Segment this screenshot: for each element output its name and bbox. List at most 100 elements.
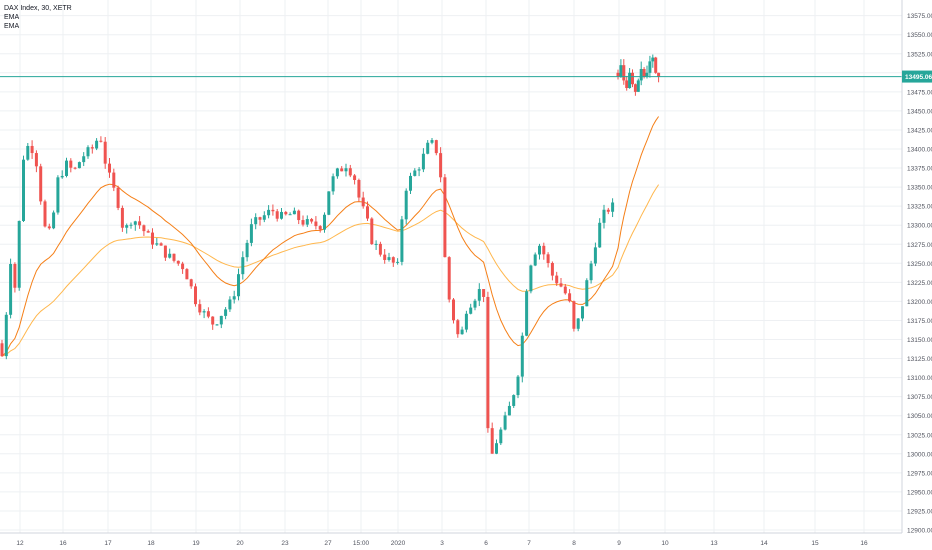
candle-body (189, 279, 193, 287)
candle-body (43, 201, 47, 227)
candle-body (327, 191, 331, 215)
time-tick-label: 15 (811, 540, 819, 547)
candle-body (387, 257, 391, 260)
candle-body (512, 395, 516, 406)
candle-body (593, 247, 597, 264)
candle-body (550, 262, 554, 276)
candle-body (108, 163, 111, 173)
legend-ema-1[interactable]: EMA (4, 14, 20, 21)
candle-body (185, 269, 189, 280)
price-tick-label: 12900.00 (907, 528, 932, 535)
price-tick-label: 13375.00 (907, 166, 932, 173)
price-tick-label: 13150.00 (907, 337, 932, 344)
candle-body (434, 140, 438, 154)
candle-body (116, 187, 120, 208)
candle-body (262, 215, 266, 220)
candle-body (47, 226, 51, 229)
candle-body (228, 299, 232, 310)
candle-body (348, 168, 352, 176)
time-tick-label: 6 (484, 540, 488, 547)
time-tick-label: 14 (760, 540, 768, 547)
time-tick-label: 12 (16, 540, 24, 547)
price-axis[interactable]: 13575.0013550.0013525.0013500.0013475.00… (901, 0, 932, 535)
candle-body (628, 72, 632, 89)
legend-ema-2[interactable]: EMA (4, 23, 20, 30)
candle-body (155, 243, 159, 245)
candle-body (219, 315, 223, 325)
candle-body (258, 217, 262, 220)
candle-body (176, 260, 180, 264)
candle-body (146, 231, 150, 233)
candle-body (13, 263, 17, 288)
candle-body (452, 299, 455, 321)
candle-body (585, 280, 589, 307)
candle-body (417, 169, 421, 171)
price-tick-label: 13325.00 (907, 204, 932, 211)
time-tick-label: 18 (147, 540, 155, 547)
candle-body (503, 415, 507, 430)
candle-body (151, 232, 154, 245)
candle-body (314, 221, 318, 227)
candle-body (598, 222, 602, 248)
candle-body (138, 221, 142, 226)
candle-body (572, 301, 576, 329)
candle-body (542, 245, 546, 255)
candle-body (125, 225, 129, 228)
candle-body (297, 210, 301, 221)
candle-body (421, 153, 425, 170)
time-tick-label: 7 (527, 540, 531, 547)
candle-body (426, 142, 430, 154)
candle-body (241, 257, 245, 275)
candle-body (292, 210, 296, 215)
price-tick-label: 13200.00 (907, 299, 932, 306)
candle-body (413, 170, 417, 176)
candle-body (499, 429, 503, 444)
candle-body (224, 309, 228, 316)
price-tick-label: 13250.00 (907, 261, 932, 268)
candle-body (310, 219, 314, 222)
time-tick-label: 23 (281, 540, 289, 547)
legend-symbol[interactable]: DAX Index, 30, XETR (4, 5, 72, 12)
time-tick-label: 2020 (391, 540, 406, 547)
candle-body (254, 217, 258, 225)
candle-body (529, 265, 533, 292)
candle-body (335, 168, 339, 177)
candle-body (396, 261, 400, 263)
price-tick-label: 12950.00 (907, 489, 932, 496)
candle-body (611, 202, 615, 212)
candle-body (383, 254, 387, 260)
ema-slow-series (1, 184, 660, 357)
candle-body (606, 209, 610, 212)
time-tick-label: 13 (710, 540, 718, 547)
time-tick-label: 16 (860, 540, 868, 547)
price-tick-label: 13300.00 (907, 223, 932, 230)
last-price-value: 13495.06 (905, 74, 932, 81)
price-tick-label: 13100.00 (907, 375, 932, 382)
candle-body (194, 286, 197, 305)
candle-body (378, 243, 382, 255)
time-axis[interactable]: 12 16 17 18 19 20 23 27 15:00 2020 3 6 7 8 9 10 13 14 15 16 (0, 532, 902, 547)
candle-body (181, 263, 185, 270)
time-tick-label: 27 (324, 540, 332, 547)
price-tick-label: 13025.00 (907, 432, 932, 439)
candle-body (651, 57, 655, 62)
candle-body (305, 219, 309, 225)
price-tick-label: 13350.00 (907, 185, 932, 192)
candle-body (163, 245, 167, 258)
last-price-label: 13495.06 (902, 70, 932, 83)
legend: DAX Index, 30, XETR EMA EMA (4, 4, 72, 31)
candle-body (391, 257, 395, 263)
time-tick-label: 20 (236, 540, 244, 547)
candle-body (469, 307, 473, 314)
candle-body (568, 293, 572, 302)
price-tick-label: 13475.00 (907, 89, 932, 96)
time-tick-label: 9 (617, 540, 621, 547)
candle-body (86, 147, 90, 157)
candle-body (267, 209, 271, 216)
candle-body (52, 212, 56, 229)
candle-body (202, 311, 206, 313)
candle-body (464, 313, 468, 330)
candle-body (404, 190, 408, 220)
candle-body (112, 172, 116, 188)
